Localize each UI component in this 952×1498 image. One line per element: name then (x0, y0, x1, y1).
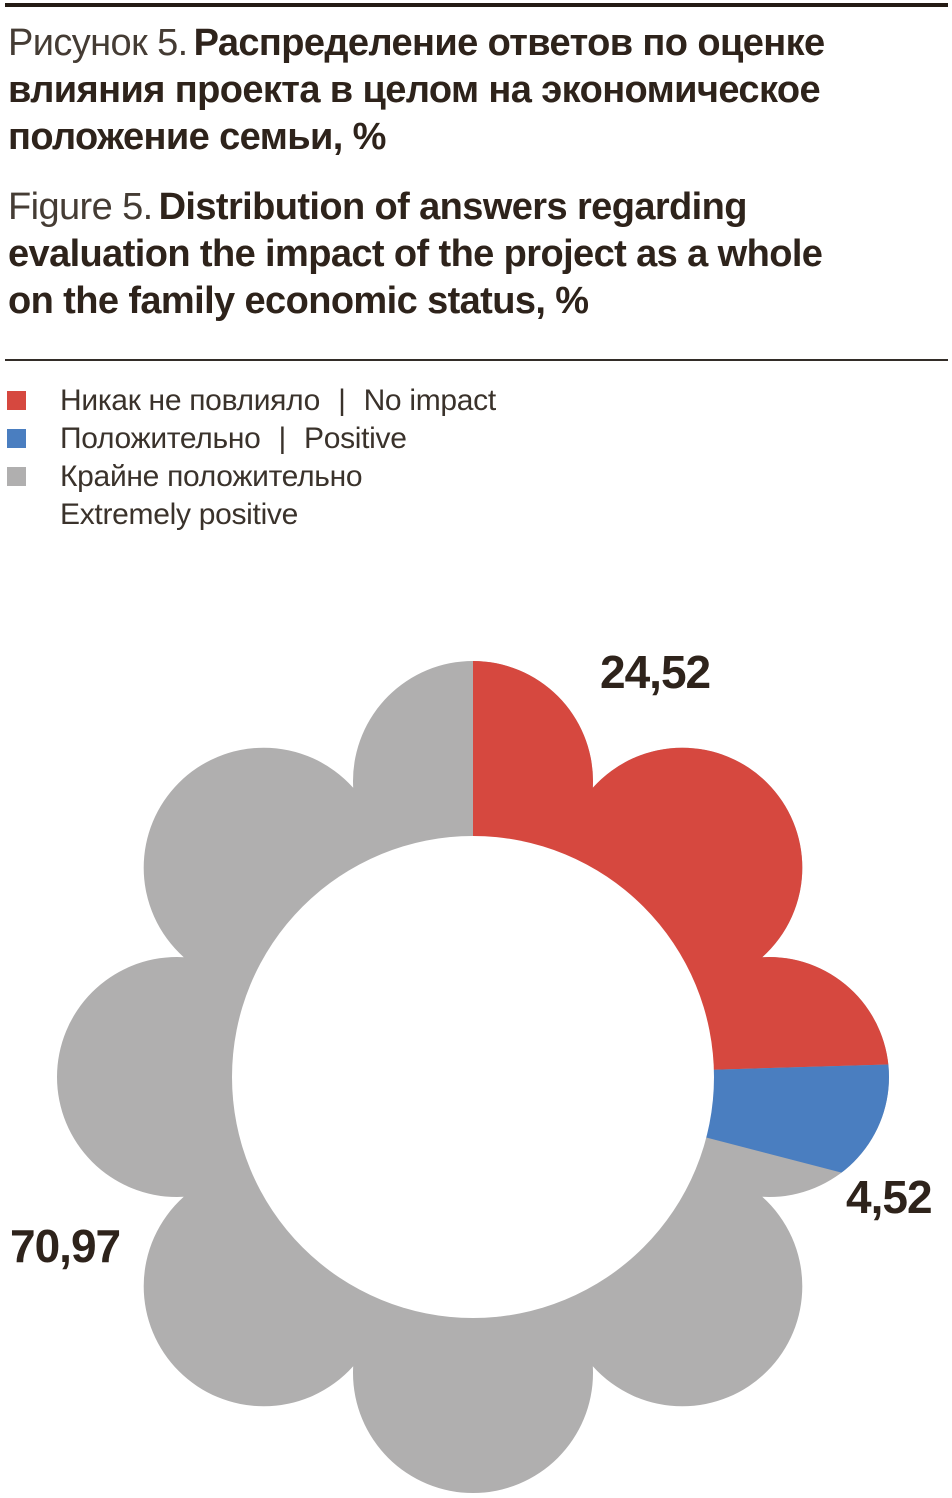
legend-separator: | (338, 384, 346, 417)
figure-title-en: Figure 5. Distribution of answers regardi… (8, 184, 823, 325)
legend-text-positive: Положительно | Positive (60, 420, 407, 458)
title-ru-prefix: Рисунок 5. (8, 22, 188, 64)
title-ru-line3: положение семьи, % (8, 116, 386, 158)
figure-title-ru: Рисунок 5. Распределение ответов по оценк… (8, 20, 825, 161)
title-ru-line2: влияния проекта в целом на экономическое (8, 69, 821, 111)
slice-label-no-impact: 24,52 (600, 646, 711, 698)
legend-swatch-red (7, 391, 26, 410)
legend-text-extremely-positive: Крайне положительно Extremely positive (60, 458, 363, 534)
legend-swatch-blue (7, 429, 26, 448)
legend-item-no-impact: Никак не повлияло | No impact (7, 382, 496, 420)
legend-label-en: Positive (303, 422, 407, 455)
legend-label-ru: Крайне положительно (60, 460, 363, 493)
legend-swatch-gray (7, 467, 26, 486)
chart-legend: Никак не повлияло | No impact Положительно… (7, 382, 496, 534)
title-en-rest: Distribution of answers regarding (158, 186, 748, 228)
title-en-prefix: Figure 5. (8, 186, 153, 228)
title-en-line3: on the family economic status, % (8, 280, 589, 322)
legend-text-no-impact: Никак не повлияло | No impact (60, 382, 496, 420)
slice-label-positive: 4,52 (846, 1171, 933, 1223)
legend-item-positive: Положительно | Positive (7, 420, 496, 458)
legend-label-ru: Никак не повлияло (60, 384, 321, 417)
title-divider (5, 359, 948, 361)
slice-label-extremely-positive: 70,97 (10, 1220, 121, 1272)
title-ru-rest: Распределение ответов по оценке (193, 22, 826, 64)
legend-label-en: No impact (363, 384, 497, 417)
donut-hole (232, 836, 714, 1318)
title-ru-line1: Рисунок 5. Распределение ответов по оценк… (8, 20, 825, 67)
title-en-line1: Figure 5. Distribution of answers regardi… (8, 184, 822, 231)
legend-item-extremely-positive: Крайне положительно Extremely positive (7, 458, 496, 534)
legend-separator: | (278, 422, 286, 455)
legend-label-en: Extremely positive (60, 498, 299, 531)
title-en-line2: evaluation the impact of the project as … (8, 233, 823, 275)
legend-label-ru: Положительно (60, 422, 261, 455)
top-rule (5, 3, 948, 7)
